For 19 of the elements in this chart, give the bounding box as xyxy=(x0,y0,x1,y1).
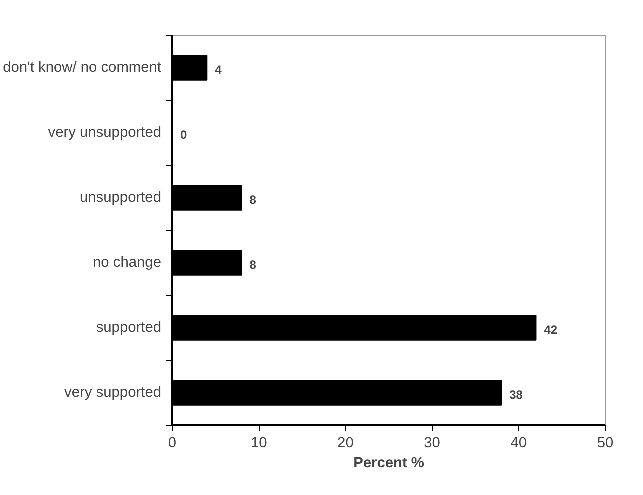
x-tick-label: 30 xyxy=(424,436,440,452)
y-tick-label: don't know/ no comment xyxy=(3,60,162,76)
data-label: 8 xyxy=(250,193,257,207)
data-label: 8 xyxy=(250,258,257,272)
x-axis-title: Percent % xyxy=(354,456,424,472)
y-tick-label: unsupported xyxy=(80,190,162,206)
y-tick-label: no change xyxy=(93,255,162,271)
y-tick-label: very supported xyxy=(64,385,162,401)
data-label: 0 xyxy=(180,128,188,142)
x-tick-label: 10 xyxy=(250,436,268,452)
data-label: 38 xyxy=(510,388,524,402)
x-tick-label: 0 xyxy=(168,436,177,452)
x-tick-label: 50 xyxy=(597,436,614,452)
y-tick-label: supported xyxy=(96,320,162,336)
x-tick-label: 20 xyxy=(338,436,354,452)
x-tick-label: 40 xyxy=(510,436,528,452)
data-label: 42 xyxy=(544,323,558,337)
data-label: 4 xyxy=(215,63,222,77)
y-tick-label: very unsupported xyxy=(48,125,162,141)
